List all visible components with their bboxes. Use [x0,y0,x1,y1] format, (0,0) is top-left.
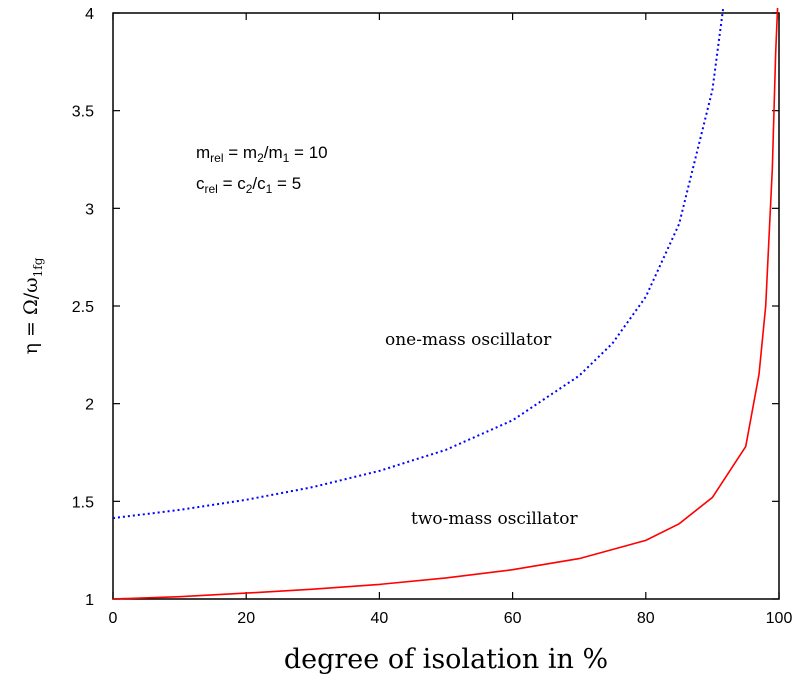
y-tick-label: 3 [85,201,94,218]
x-tick-label: 60 [504,610,522,627]
series-line-two-mass-oscillator [113,8,779,600]
y-tick-label: 1.5 [72,494,94,511]
x-tick-label: 20 [237,610,255,627]
x-tick-label: 40 [371,610,389,627]
y-tick-label: 4 [85,6,94,23]
series-line-one-mass-oscillator [113,8,725,520]
y-axis-label: η = Ω/ω1fg [20,257,45,354]
parameter-stiffness-ratio: crel = c2/c1 = 5 [196,174,301,196]
x-tick-label: 100 [766,610,793,627]
y-tick-label: 1 [85,592,94,609]
y-tick-label: 2.5 [72,299,94,316]
y-tick-label: 2 [85,397,94,414]
x-axis-label: degree of isolation in % [284,644,608,675]
annotation-two-mass: two-mass oscillator [411,509,578,529]
y-axis: 1 1.5 2 2.5 3 3.5 4 [72,6,779,609]
x-tick-label: 80 [637,610,655,627]
series-group [113,8,779,600]
x-tick-label: 0 [109,610,118,627]
parameter-mass-ratio: mrel = m2/m1 = 10 [196,143,328,165]
y-tick-label: 3.5 [72,104,94,121]
annotation-one-mass: one-mass oscillator [385,330,552,350]
x-axis: 0 20 40 60 80 100 [109,13,793,627]
